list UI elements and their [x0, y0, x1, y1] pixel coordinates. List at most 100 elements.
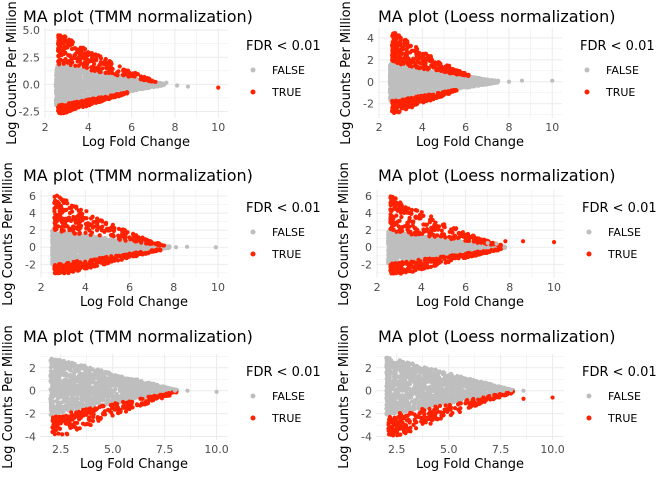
true-point	[390, 98, 395, 104]
true-point	[419, 98, 424, 103]
false-point	[453, 75, 459, 80]
data-points	[387, 30, 555, 116]
true-point	[55, 41, 61, 46]
true-point	[394, 33, 399, 38]
false-point	[63, 71, 68, 76]
false-point	[54, 77, 59, 82]
false-point	[431, 78, 436, 83]
false-point	[401, 88, 406, 93]
true-point	[408, 60, 413, 66]
false-point	[426, 88, 431, 93]
true-point	[61, 58, 66, 64]
true-point	[434, 66, 439, 71]
legend-key	[584, 89, 590, 95]
false-point	[164, 80, 169, 85]
false-point	[388, 91, 394, 96]
x-tick-label: 8	[505, 121, 512, 134]
false-point	[449, 77, 455, 82]
false-point	[133, 245, 138, 250]
true-point	[89, 68, 94, 73]
false-point	[483, 82, 489, 87]
true-point	[69, 46, 75, 52]
true-point	[75, 101, 80, 106]
true-point	[446, 89, 452, 94]
false-point	[114, 83, 119, 88]
true-point	[78, 61, 84, 66]
true-point	[102, 59, 107, 64]
true-point	[413, 101, 418, 106]
false-point	[82, 234, 87, 240]
false-point	[393, 86, 399, 91]
true-point	[428, 55, 434, 60]
x-tick-label: 2	[376, 121, 383, 134]
true-point	[91, 96, 96, 101]
true-point	[390, 57, 395, 63]
true-point	[65, 60, 70, 65]
true-point	[216, 85, 221, 90]
true-point	[104, 64, 109, 69]
false-point	[79, 70, 84, 76]
true-point	[409, 64, 414, 69]
true-point	[98, 54, 103, 59]
false-point	[59, 68, 64, 73]
true-point	[61, 48, 66, 53]
ma-plot-panel: MA plot (Loess normalization)2 4 6 8 10-2024…	[339, 1, 655, 150]
true-point	[72, 53, 77, 58]
true-point	[436, 60, 442, 65]
true-point	[67, 41, 72, 47]
false-point	[142, 85, 147, 90]
false-point	[403, 67, 408, 72]
false-point	[110, 83, 115, 88]
true-point	[69, 56, 75, 61]
false-point	[56, 87, 61, 92]
false-point	[66, 69, 72, 75]
false-point	[59, 235, 64, 241]
panel-title: MA plot (TMM normalization)	[23, 166, 253, 185]
false-point	[54, 249, 59, 254]
false-point	[76, 245, 81, 250]
false-point	[55, 238, 61, 243]
y-axis-title: Log Counts Per Million	[339, 1, 354, 145]
true-point	[414, 47, 420, 52]
true-point	[417, 54, 422, 60]
true-point	[417, 66, 422, 71]
false-point	[57, 74, 63, 79]
false-point	[155, 84, 160, 89]
false-point	[129, 243, 135, 248]
false-point	[411, 69, 416, 74]
false-point	[101, 74, 106, 79]
true-point	[447, 71, 453, 76]
true-point	[397, 51, 403, 57]
true-point	[395, 60, 400, 66]
true-point	[439, 64, 444, 69]
false-point	[86, 74, 91, 79]
false-point	[100, 79, 106, 84]
false-point	[114, 87, 120, 92]
true-point	[124, 90, 130, 95]
false-point	[401, 83, 406, 88]
false-point	[400, 72, 405, 77]
false-point	[60, 82, 65, 87]
panel-title: MA plot (Loess normalization)	[378, 7, 615, 26]
false-point	[506, 79, 512, 84]
false-point	[425, 85, 430, 90]
true-point	[78, 50, 83, 56]
false-point	[64, 64, 69, 69]
false-point	[120, 79, 125, 84]
false-point	[142, 82, 147, 87]
true-point	[57, 62, 62, 67]
false-point	[102, 237, 107, 242]
false-point	[111, 238, 116, 243]
false-point	[408, 81, 413, 86]
false-point	[74, 82, 79, 87]
false-point	[82, 84, 87, 89]
true-point	[127, 70, 132, 76]
y-tick-label: 2.5	[23, 51, 41, 64]
false-point	[151, 83, 156, 88]
false-point	[85, 79, 90, 84]
true-point	[398, 43, 403, 48]
false-point	[135, 86, 140, 91]
false-point	[97, 79, 102, 84]
true-point	[103, 94, 108, 99]
false-point	[85, 68, 90, 74]
